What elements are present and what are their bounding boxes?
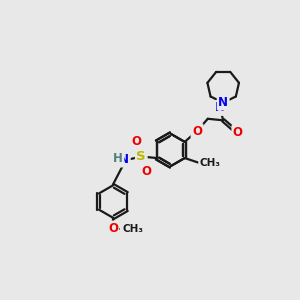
Text: O: O xyxy=(141,165,151,178)
Text: O: O xyxy=(233,126,243,139)
Text: N: N xyxy=(218,96,228,109)
Text: O: O xyxy=(132,135,142,148)
Text: S: S xyxy=(136,150,146,163)
Text: N: N xyxy=(119,153,129,166)
Text: H: H xyxy=(113,152,123,165)
Text: N: N xyxy=(215,101,225,115)
Text: CH₃: CH₃ xyxy=(122,224,143,233)
Text: O: O xyxy=(192,124,202,138)
Text: CH₃: CH₃ xyxy=(199,158,220,168)
Text: O: O xyxy=(108,222,118,235)
